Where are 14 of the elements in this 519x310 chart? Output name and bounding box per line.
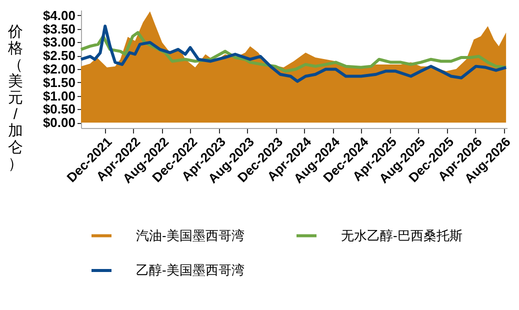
y-tick-label: $1.50 xyxy=(42,74,76,90)
line-series xyxy=(80,24,508,83)
y-tick-label: $3.00 xyxy=(42,34,76,50)
y-tick-label: $1.00 xyxy=(42,88,76,104)
y-tick-label: $0.00 xyxy=(42,115,76,130)
y-tick-label: $0.50 xyxy=(42,102,76,117)
legend-label: 乙醇-美国墨西哥湾 xyxy=(136,262,244,278)
legend-label: 无水乙醇-巴西桑托斯 xyxy=(341,228,462,243)
legend-label: 汽油-美国墨西哥湾 xyxy=(136,228,244,243)
y-tick-label: $2.00 xyxy=(42,62,76,76)
y-tick-label: $3.50 xyxy=(42,21,76,36)
y-tick-label: $2.50 xyxy=(42,48,76,64)
text: 价格（美元/加仑） xyxy=(8,24,23,172)
y-tick-label: $4.00 xyxy=(42,8,76,23)
